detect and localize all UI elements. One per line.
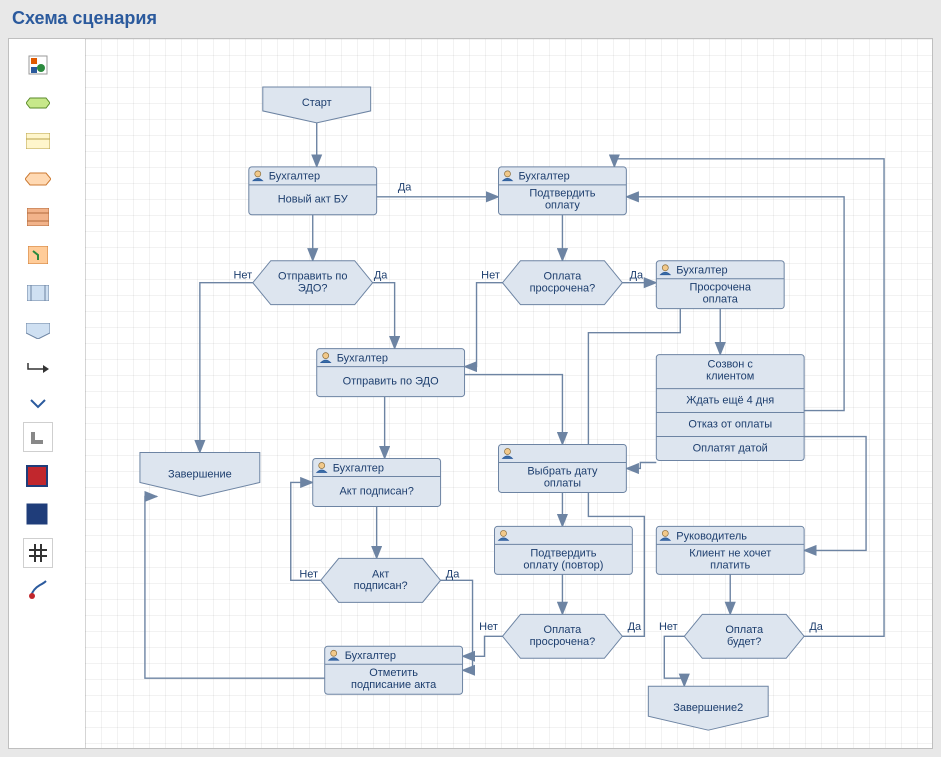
svg-text:подписан?: подписан? bbox=[354, 580, 408, 592]
svg-text:Оплата: Оплата bbox=[544, 624, 583, 636]
tool-start-shape-icon[interactable] bbox=[25, 92, 51, 114]
svg-text:Нет: Нет bbox=[299, 568, 318, 580]
svg-text:будет?: будет? bbox=[727, 636, 761, 648]
tool-grid-icon[interactable] bbox=[23, 538, 53, 568]
svg-text:оплату (повтор): оплату (повтор) bbox=[523, 559, 603, 571]
svg-text:Завершение: Завершение bbox=[168, 468, 232, 480]
svg-text:Да: Да bbox=[374, 270, 388, 282]
svg-text:Бухгалтер: Бухгалтер bbox=[337, 353, 388, 365]
tool-brush-icon[interactable] bbox=[25, 578, 51, 600]
page-title: Схема сценария bbox=[0, 0, 941, 35]
tool-config-icon[interactable] bbox=[25, 54, 51, 76]
node-d_edo[interactable]: Отправить поЭДО? bbox=[253, 261, 373, 305]
node-t_pick[interactable]: Выбрать датуоплаты bbox=[499, 445, 627, 493]
svg-text:Да: Да bbox=[630, 270, 644, 282]
svg-text:Завершение2: Завершение2 bbox=[673, 702, 743, 714]
svg-text:Бухгалтер: Бухгалтер bbox=[333, 462, 384, 474]
node-start[interactable]: Старт bbox=[263, 87, 371, 123]
node-t_send[interactable]: Бухгалтер Отправить по ЭДО bbox=[317, 349, 465, 397]
svg-text:Нет: Нет bbox=[479, 621, 498, 633]
svg-text:Новый акт БУ: Новый акт БУ bbox=[278, 194, 349, 206]
svg-text:Нет: Нет bbox=[659, 621, 678, 633]
svg-text:Созвон с: Созвон с bbox=[708, 359, 754, 371]
svg-text:Отметить: Отметить bbox=[369, 667, 418, 679]
svg-text:Бухгалтер: Бухгалтер bbox=[518, 171, 569, 183]
editor-stage: Да Да Нет Да Нет Да Нет Да Нет Нет Да Старт Бухгалте… bbox=[8, 38, 933, 749]
svg-text:оплаты: оплаты bbox=[544, 477, 581, 489]
svg-text:ЭДО?: ЭДО? bbox=[298, 283, 328, 295]
svg-text:Бухгалтер: Бухгалтер bbox=[345, 650, 396, 662]
svg-text:Подтвердить: Подтвердить bbox=[529, 188, 595, 200]
node-end2[interactable]: Завершение2 bbox=[648, 686, 768, 730]
tool-fill-blue-icon[interactable] bbox=[23, 500, 51, 528]
node-t_signq[interactable]: Бухгалтер Акт подписан? bbox=[313, 459, 441, 507]
tool-decision-shape-icon[interactable] bbox=[25, 168, 51, 190]
svg-text:просрочена?: просрочена? bbox=[530, 283, 596, 295]
node-d_over2[interactable]: Оплатапросрочена? bbox=[502, 614, 622, 658]
svg-text:Да: Да bbox=[398, 182, 412, 194]
svg-text:Бухгалтер: Бухгалтер bbox=[269, 171, 320, 183]
node-t_conf[interactable]: Бухгалтер Подтвердитьоплату bbox=[499, 167, 627, 215]
svg-text:Руководитель: Руководитель bbox=[676, 530, 747, 542]
svg-text:Старт: Старт bbox=[302, 97, 332, 109]
canvas-wrap: Да Да Нет Да Нет Да Нет Да Нет Нет Да Старт Бухгалте… bbox=[85, 39, 932, 748]
palette-expand-icon[interactable] bbox=[25, 396, 51, 414]
svg-text:подписание акта: подписание акта bbox=[351, 679, 437, 691]
node-t_mark[interactable]: Бухгалтер Отметитьподписание акта bbox=[325, 646, 463, 694]
svg-text:Нет: Нет bbox=[233, 270, 252, 282]
svg-text:платить: платить bbox=[710, 559, 750, 571]
node-t_late[interactable]: Бухгалтер Просроченаоплата bbox=[656, 261, 784, 309]
tool-fill-red-icon[interactable] bbox=[23, 462, 51, 490]
svg-text:Оплата: Оплата bbox=[544, 271, 583, 283]
svg-text:Да: Да bbox=[809, 621, 823, 633]
svg-text:Оплата: Оплата bbox=[725, 624, 764, 636]
svg-text:Нет: Нет bbox=[481, 270, 500, 282]
node-end1[interactable]: Завершение bbox=[140, 453, 260, 497]
tool-task-shape-icon[interactable] bbox=[25, 130, 51, 152]
svg-text:оплата: оплата bbox=[703, 294, 739, 306]
tool-connector-icon[interactable] bbox=[25, 358, 51, 380]
svg-text:Акт подписан?: Акт подписан? bbox=[339, 485, 413, 497]
tool-end-shape-icon[interactable] bbox=[25, 320, 51, 342]
node-d_pay[interactable]: Оплатабудет? bbox=[684, 614, 804, 658]
app-root: Схема сценария bbox=[0, 0, 941, 757]
svg-text:Отказ от оплаты: Отказ от оплаты bbox=[688, 418, 772, 430]
svg-text:Отправить по: Отправить по bbox=[278, 271, 347, 283]
svg-text:Акт: Акт bbox=[372, 568, 389, 580]
svg-text:Просрочена: Просрочена bbox=[689, 282, 751, 294]
shape-palette bbox=[9, 39, 86, 748]
svg-text:Да: Да bbox=[628, 621, 642, 633]
node-t_refuse[interactable]: Руководитель Клиент не хочетплатить bbox=[656, 526, 804, 574]
svg-text:Да: Да bbox=[446, 568, 460, 580]
svg-text:Выбрать дату: Выбрать дату bbox=[527, 465, 598, 477]
svg-text:Отправить по ЭДО: Отправить по ЭДО bbox=[343, 375, 439, 387]
tool-script-shape-icon[interactable] bbox=[25, 244, 51, 266]
svg-text:Подтвердить: Подтвердить bbox=[530, 547, 596, 559]
flowchart-canvas[interactable]: Да Да Нет Да Нет Да Нет Да Нет Нет Да Старт Бухгалте… bbox=[85, 39, 932, 748]
tool-block-shape-icon[interactable] bbox=[25, 206, 51, 228]
node-choice[interactable]: Созвон склиентом Ждать ещё 4 дня Отказ от … bbox=[656, 355, 804, 461]
tool-subproc-shape-icon[interactable] bbox=[25, 282, 51, 304]
tool-corner-icon[interactable] bbox=[23, 422, 53, 452]
svg-text:клиентом: клиентом bbox=[706, 371, 754, 383]
node-d_over1[interactable]: Оплатапросрочена? bbox=[502, 261, 622, 305]
svg-text:Оплатят датой: Оплатят датой bbox=[693, 442, 768, 454]
svg-text:просрочена?: просрочена? bbox=[530, 636, 596, 648]
svg-text:оплату: оплату bbox=[545, 200, 580, 212]
svg-text:Ждать ещё 4 дня: Ждать ещё 4 дня bbox=[686, 394, 774, 406]
node-d_sign[interactable]: Актподписан? bbox=[321, 558, 441, 602]
node-t_new[interactable]: Бухгалтер Новый акт БУ bbox=[249, 167, 377, 215]
svg-text:Клиент не хочет: Клиент не хочет bbox=[689, 547, 771, 559]
node-t_conf2[interactable]: Подтвердитьоплату (повтор) bbox=[495, 526, 633, 574]
svg-text:Бухгалтер: Бухгалтер bbox=[676, 265, 727, 277]
